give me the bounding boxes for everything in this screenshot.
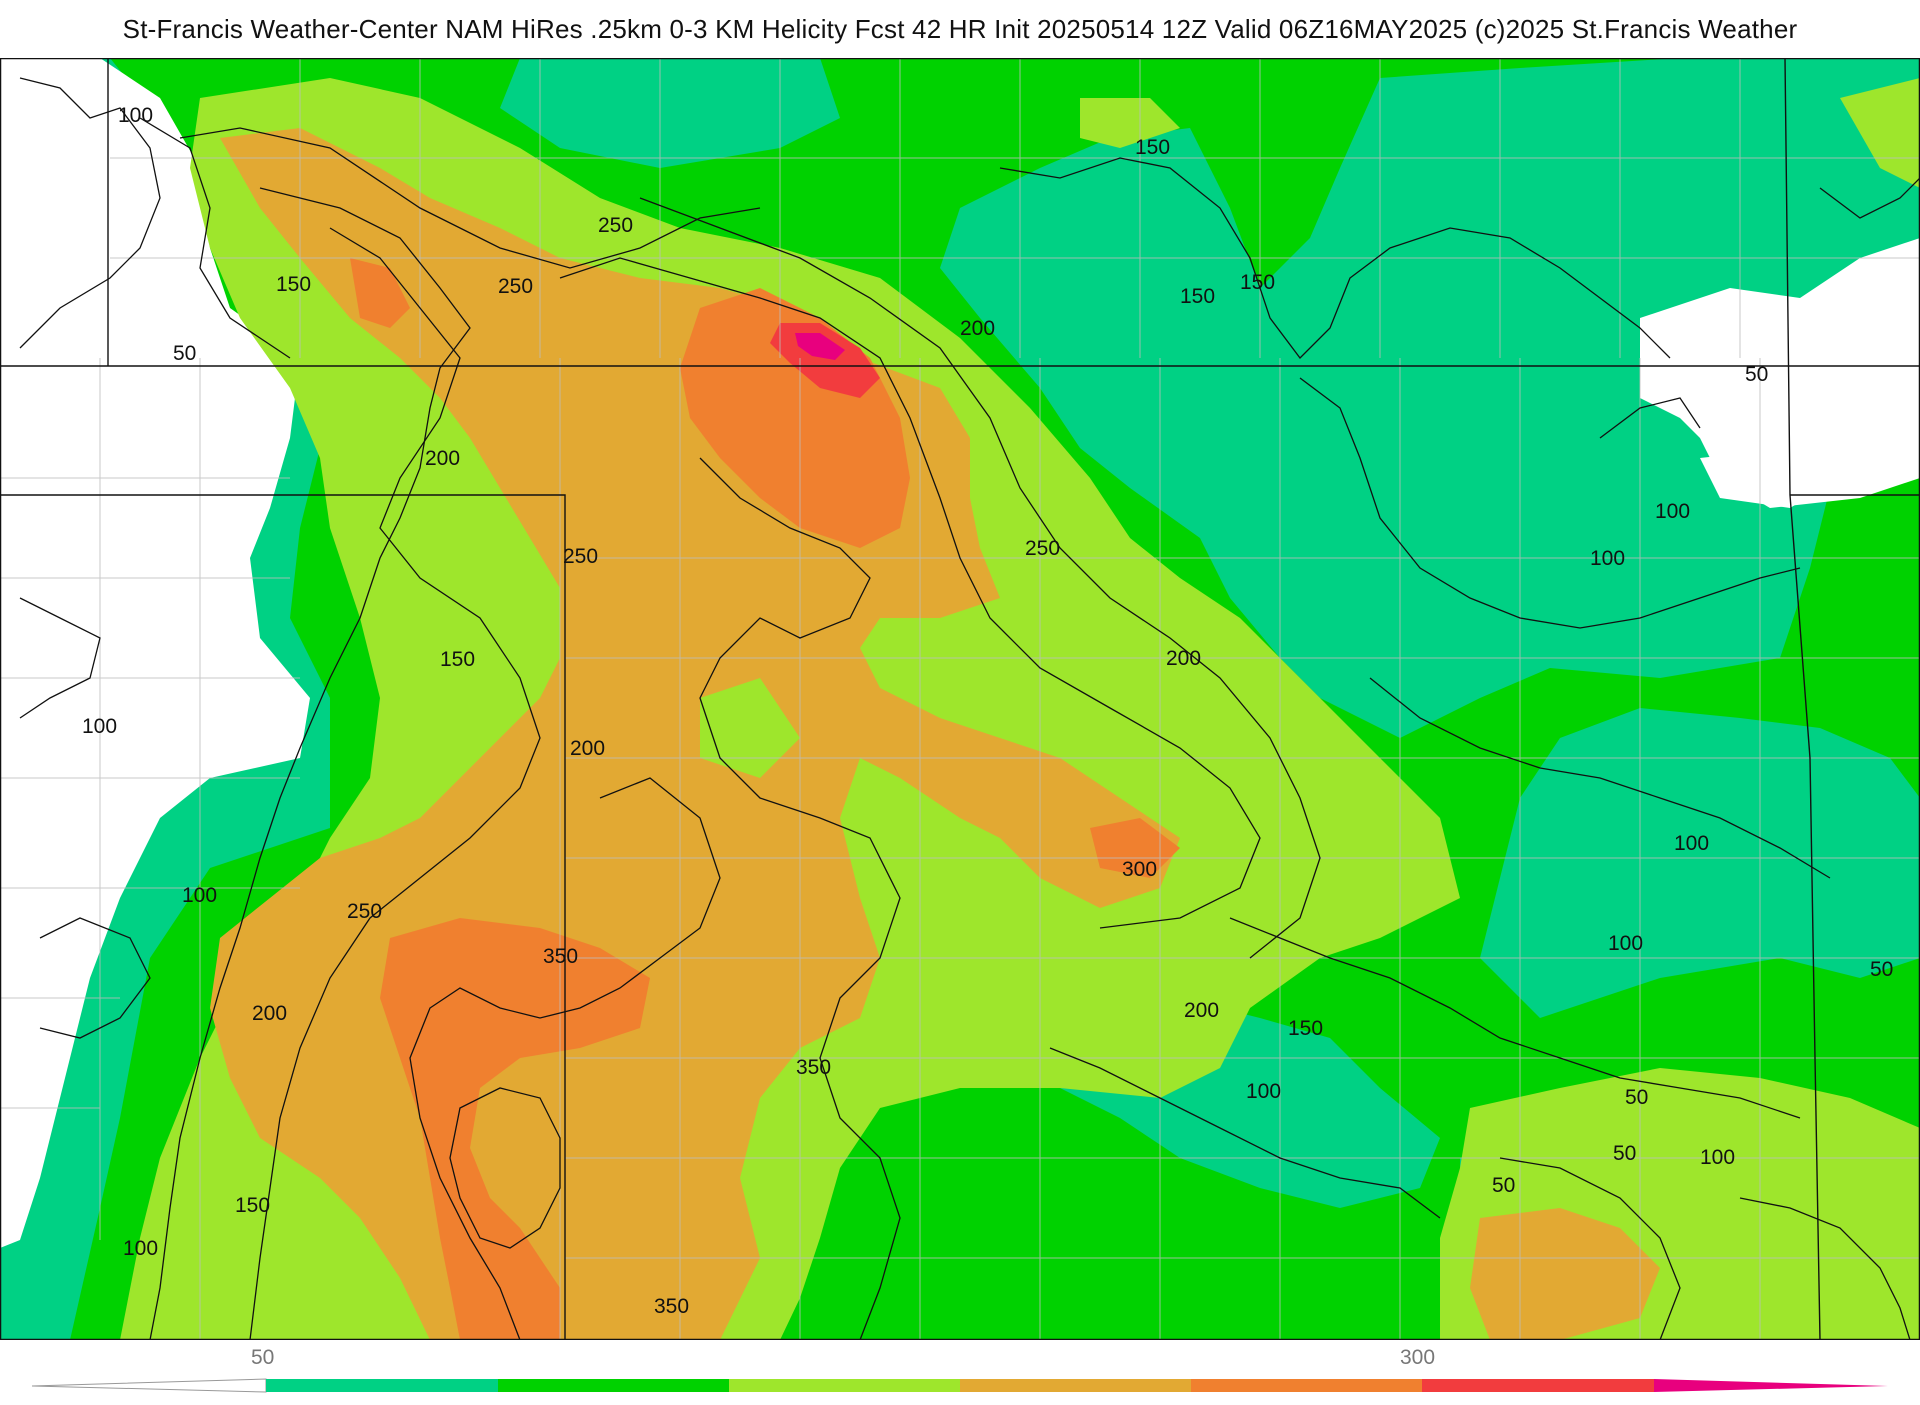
legend-svg: 50 300 [31,1346,1888,1393]
contour-label: 200 [960,317,995,340]
contour-label: 100 [182,884,217,907]
legend-bin-lt50 [31,1378,267,1393]
contour-label: 150 [276,273,311,296]
contour-label: 50 [1745,363,1768,386]
contour-label: 100 [82,715,117,738]
contour-label: 200 [570,737,605,760]
contour-label: 200 [1166,647,1201,670]
contour-label: 250 [598,214,633,237]
contour-label: 50 [1613,1142,1636,1165]
contour-label: 100 [1246,1080,1281,1103]
contour-label: 50 [173,342,196,365]
contour-label: 250 [563,545,598,568]
contour-labels: 100 50 150 250 250 200 250 150 200 100 1… [82,104,1893,1318]
contour-label: 100 [123,1237,158,1260]
legend-bin-100-150 [498,1379,729,1392]
title-bar: St-Francis Weather-Center NAM HiRes .25k… [0,0,1920,58]
contour-label: 100 [1608,932,1643,955]
contour-label: 150 [1135,136,1170,159]
contour-label: 50 [1870,958,1893,981]
contour-label: 350 [654,1295,689,1318]
contour-label: 100 [118,104,153,127]
legend-bin-300-350 [1422,1379,1654,1392]
legend-bin-150-200 [729,1379,960,1392]
contour-label: 300 [1122,858,1157,881]
band-gt350-region [795,333,845,360]
legend-tick-label: 50 [251,1346,274,1369]
legend-bin-50-100 [266,1379,498,1392]
map-title: St-Francis Weather-Center NAM HiRes .25k… [122,13,1798,44]
legend-bin-250-300 [1191,1379,1422,1392]
contour-label: 200 [252,1002,287,1025]
color-scale-legend: 50 300 [0,1340,1920,1400]
contour-label: 150 [1240,271,1275,294]
contour-label: 100 [1700,1146,1735,1169]
legend-bin-gt350 [1654,1379,1888,1392]
state-borders [0,58,1920,1340]
contour-label: 150 [440,648,475,671]
contour-label: 250 [498,275,533,298]
contour-label: 250 [347,900,382,923]
legend-tick-label: 300 [1400,1346,1435,1369]
contour-label: 350 [796,1056,831,1079]
band-lt50-regions [0,58,1920,1248]
band-300-plus-regions [770,323,880,398]
contour-label: 50 [1492,1174,1515,1197]
contour-label: 100 [1655,500,1690,523]
contour-label: 250 [1025,537,1060,560]
contour-label: 100 [1674,832,1709,855]
contour-label: 150 [1180,285,1215,308]
contour-label: 100 [1590,547,1625,570]
contour-label: 150 [235,1194,270,1217]
helicity-contours [19,77,1920,1340]
helicity-map: 100 50 150 250 250 200 250 150 200 100 1… [0,58,1920,1340]
contour-label: 150 [1288,1017,1323,1040]
contour-label: 350 [543,945,578,968]
map-panel: 100 50 150 250 250 200 250 150 200 100 1… [0,58,1920,1340]
contour-label: 200 [425,447,460,470]
contour-label: 200 [1184,999,1219,1022]
legend-bin-200-250 [960,1379,1191,1392]
contour-label: 50 [1625,1086,1648,1109]
